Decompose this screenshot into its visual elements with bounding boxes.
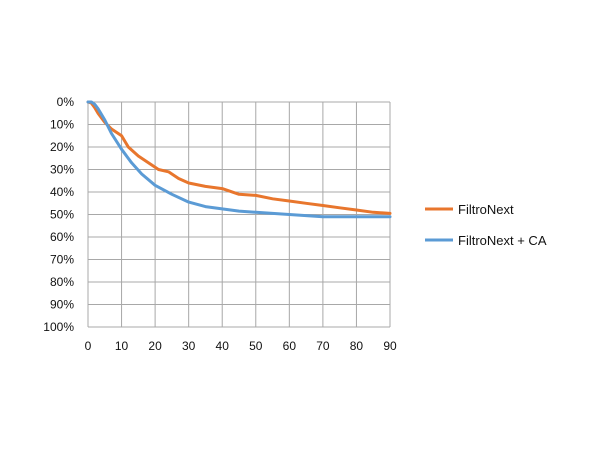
x-tick-label: 50 — [249, 339, 263, 353]
y-tick-label: 40% — [50, 185, 74, 199]
x-tick-label: 40 — [216, 339, 230, 353]
x-tick-label: 90 — [383, 339, 397, 353]
y-tick-label: 90% — [50, 298, 74, 312]
x-tick-label: 20 — [148, 339, 162, 353]
grid — [87, 101, 391, 328]
y-tick-label: 20% — [50, 140, 74, 154]
y-tick-label: 70% — [50, 253, 74, 267]
y-tick-label: 0% — [57, 95, 75, 109]
legend: FiltroNext FiltroNext + CA — [425, 202, 547, 248]
x-tick-label: 30 — [182, 339, 196, 353]
y-tick-label: 80% — [50, 275, 74, 289]
x-axis-ticks: 0 10 20 30 40 50 60 70 80 90 — [85, 339, 397, 353]
x-tick-label: 60 — [283, 339, 297, 353]
y-tick-label: 100% — [43, 320, 74, 334]
series-line-filtronext-ca — [86, 100, 392, 219]
y-tick-label: 60% — [50, 230, 74, 244]
legend-label: FiltroNext — [458, 202, 514, 217]
y-tick-label: 10% — [50, 118, 74, 132]
y-axis-ticks: 0% 10% 20% 30% 40% 50% 60% 70% 80% 90% 100% — [43, 95, 74, 334]
x-tick-label: 0 — [85, 339, 92, 353]
series-lines — [86, 100, 392, 219]
x-tick-label: 70 — [316, 339, 330, 353]
y-tick-label: 50% — [50, 208, 74, 222]
x-tick-label: 10 — [115, 339, 129, 353]
series-line-filtronext — [86, 100, 392, 215]
x-tick-label: 80 — [350, 339, 364, 353]
legend-label: FiltroNext + CA — [458, 233, 547, 248]
y-tick-label: 30% — [50, 163, 74, 177]
